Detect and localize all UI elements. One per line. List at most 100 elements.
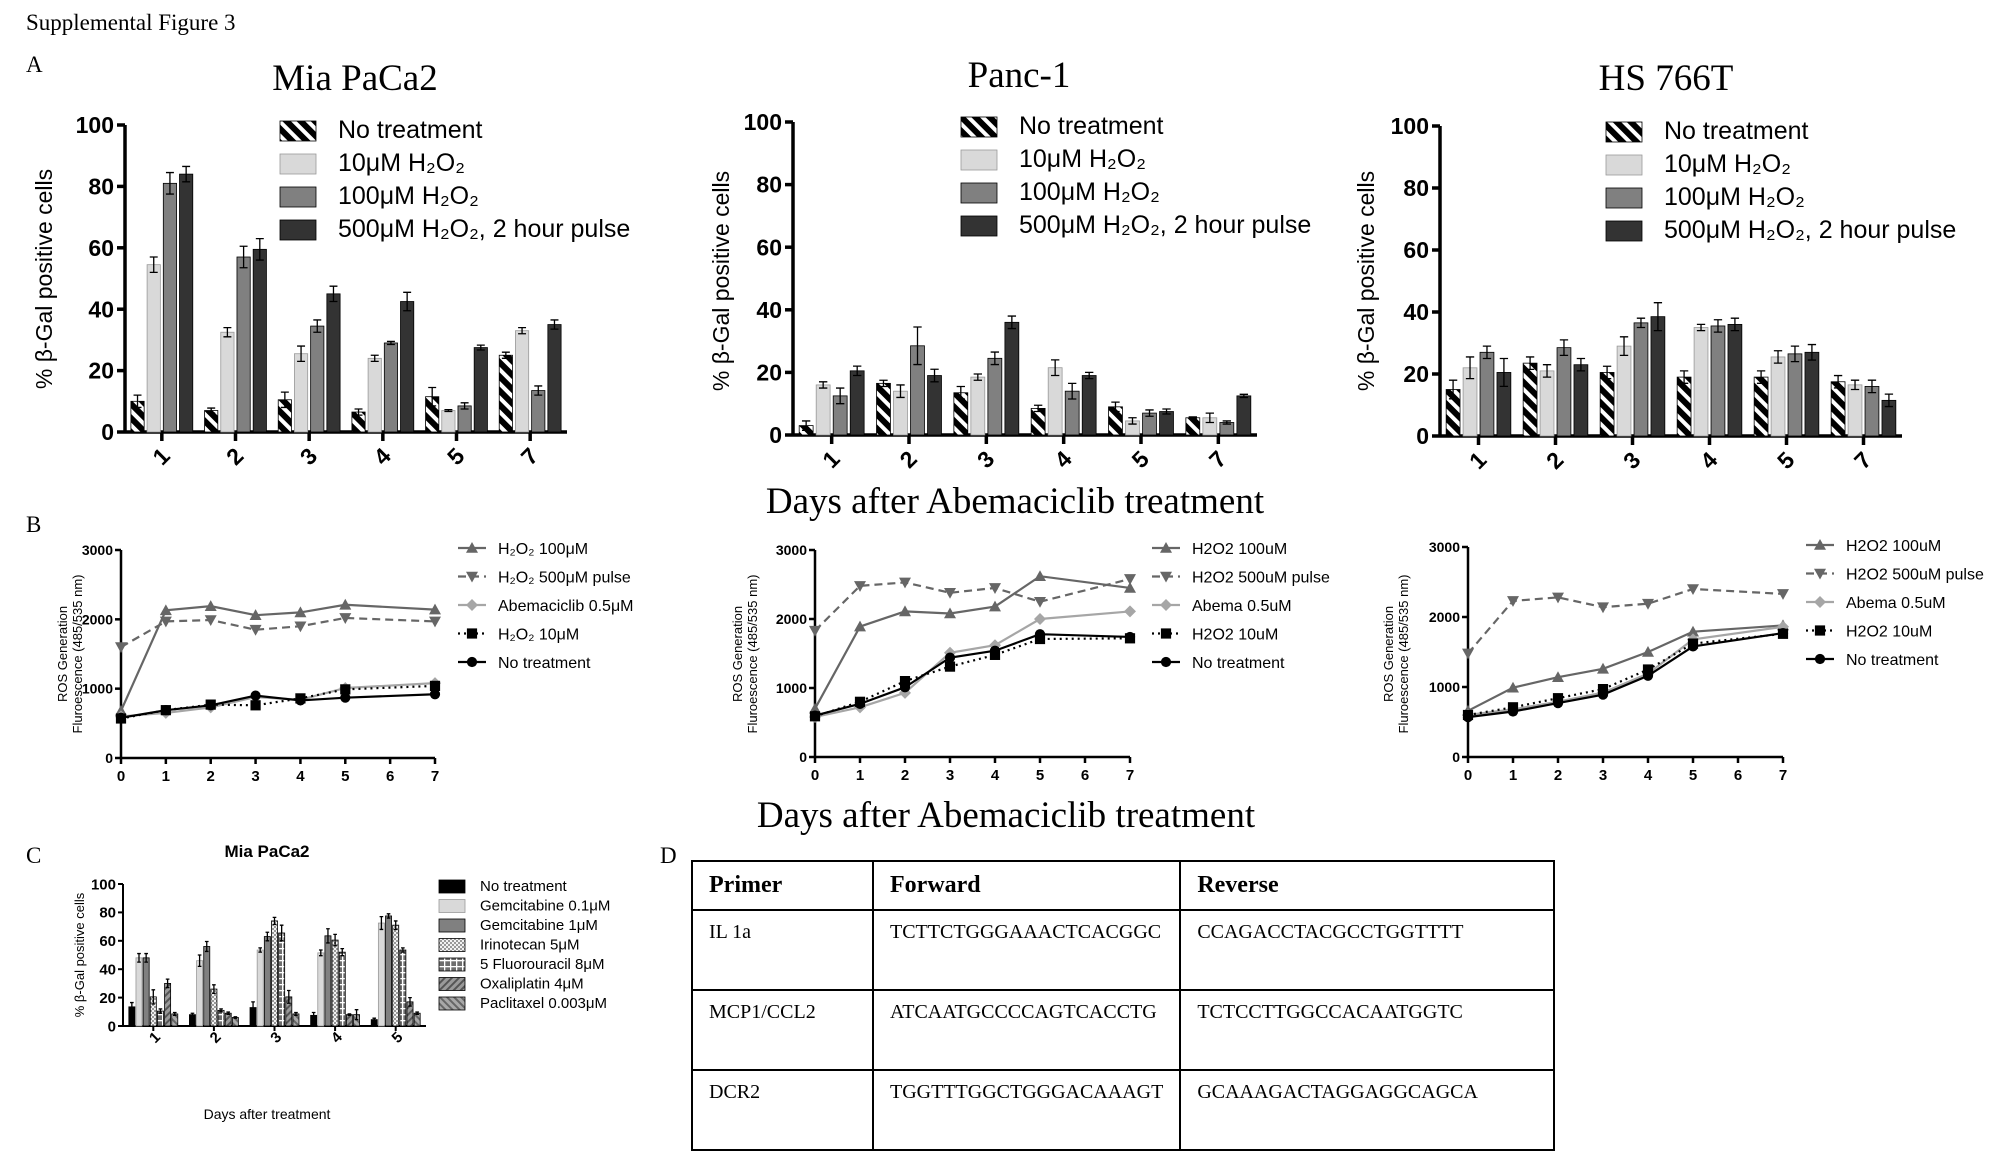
bar bbox=[377, 922, 385, 1027]
error-bar bbox=[501, 351, 510, 359]
error-bar bbox=[151, 989, 156, 1005]
legend-swatch bbox=[279, 120, 317, 142]
chart-title: Mia PaCa2 bbox=[224, 842, 309, 861]
marker-square bbox=[1597, 684, 1609, 695]
marker-circle bbox=[160, 705, 171, 716]
bar bbox=[383, 342, 398, 433]
error-bar bbox=[354, 408, 363, 416]
x-tick-label: 5 bbox=[1036, 767, 1044, 784]
bar-chart-a2: Panc-1 % β-Gal positive cells 0 20 40 60 80 100… bbox=[708, 55, 1311, 473]
legend-swatch bbox=[438, 899, 466, 913]
y-axis-label: % β-Gal positive cells bbox=[1353, 171, 1379, 391]
y-tick-label: 0 bbox=[105, 750, 113, 766]
marker-diamond bbox=[1034, 613, 1046, 625]
legend-label: 500μM H₂O₂, 2 hour pulse bbox=[338, 215, 630, 243]
error-bar bbox=[190, 1012, 195, 1017]
error-bar bbox=[534, 385, 543, 396]
marker-triangle-up bbox=[294, 606, 307, 618]
error-bar bbox=[1850, 379, 1860, 391]
x-tick-label: 7 bbox=[1204, 446, 1231, 473]
y-tick-label: 3000 bbox=[776, 542, 807, 558]
marker-diamond bbox=[1160, 599, 1172, 611]
y-tick-label: 0 bbox=[769, 422, 782, 448]
bar bbox=[927, 375, 942, 436]
marker-triangle-down bbox=[944, 587, 956, 599]
marker-triangle-down bbox=[115, 642, 127, 654]
legend-label: Paclitaxel 0.003μM bbox=[480, 995, 607, 1012]
marker-triangle-up bbox=[944, 607, 956, 619]
error-bar bbox=[313, 319, 322, 333]
error-bar bbox=[550, 319, 559, 330]
reverse-sequence: CCAGACCTACGCCTGGTTTT bbox=[1179, 909, 1555, 991]
y-tick-label: 40 bbox=[756, 297, 782, 323]
error-bar bbox=[1833, 374, 1843, 389]
y-tick-label: 40 bbox=[99, 961, 116, 978]
x-tick-label: 3 bbox=[295, 443, 322, 470]
x-tick-label: 5 bbox=[1689, 767, 1697, 784]
marker-triangle-up bbox=[429, 603, 441, 615]
y-axis-label-line: Fluroescence (485/535 nm) bbox=[1396, 575, 1411, 734]
y-tick-label: 1000 bbox=[82, 681, 113, 697]
x-tick-label: 7 bbox=[516, 443, 543, 470]
error-bar bbox=[1619, 336, 1629, 357]
x-tick-label: 5 bbox=[442, 442, 470, 470]
marker-triangle-up bbox=[159, 604, 172, 616]
error-bar bbox=[1499, 357, 1509, 388]
marker-circle bbox=[115, 712, 127, 723]
bar bbox=[236, 256, 251, 433]
bar bbox=[400, 301, 415, 433]
error-bar bbox=[1145, 409, 1154, 417]
error-bar bbox=[333, 933, 337, 947]
marker-circle bbox=[854, 698, 866, 709]
error-bar bbox=[1773, 350, 1783, 364]
bar bbox=[317, 952, 325, 1027]
y-tick-label: 20 bbox=[88, 358, 114, 384]
marker-triangle-down bbox=[854, 581, 866, 592]
error-bar bbox=[1128, 417, 1137, 425]
primer-name: MCP1/CCL2 bbox=[691, 989, 874, 1071]
error-bar bbox=[326, 928, 330, 944]
table-row: MCP1/CCL2 ATCAATGCCCCAGTCACCTG TCTCCTTGG… bbox=[691, 989, 1555, 1071]
error-bar bbox=[272, 916, 277, 926]
bar bbox=[473, 347, 488, 433]
x-tick-label: 4 bbox=[328, 1028, 346, 1046]
bar bbox=[392, 924, 400, 1027]
error-bar bbox=[930, 368, 939, 383]
bar bbox=[457, 405, 472, 433]
x-tick-label: 5 bbox=[1127, 445, 1155, 473]
error-bar bbox=[233, 1016, 238, 1019]
bar bbox=[217, 1009, 225, 1027]
marker-triangle-down bbox=[249, 624, 262, 636]
y-tick-label: 1000 bbox=[1429, 679, 1460, 695]
x-tick-label: 1 bbox=[162, 768, 170, 785]
marker-triangle-down bbox=[1552, 592, 1564, 604]
marker-circle bbox=[1552, 698, 1564, 709]
error-bar bbox=[1653, 302, 1663, 332]
marker-triangle-down bbox=[899, 577, 911, 589]
marker-triangle-down bbox=[1777, 589, 1789, 600]
bar bbox=[1633, 322, 1649, 437]
marker-diamond bbox=[1124, 605, 1136, 618]
marker-triangle-down bbox=[809, 625, 821, 637]
y-axis-label: ROS Generation Fluroescence (485/535 nm) bbox=[730, 575, 760, 734]
panel-label-c: C bbox=[26, 843, 42, 868]
legend-label: H2O2 100uM bbox=[1192, 541, 1287, 558]
y-tick-label: 0 bbox=[101, 419, 114, 445]
x-tick-label: 2 bbox=[901, 767, 909, 784]
primer-name: IL 1a bbox=[691, 909, 874, 991]
bar bbox=[1727, 323, 1743, 437]
legend-swatch bbox=[1605, 220, 1643, 242]
error-bar bbox=[294, 1011, 298, 1016]
x-tick-label: 1 bbox=[817, 445, 845, 473]
bar-chart-a3: HS 766T % β-Gal positive cells 0 20 40 60 80 10… bbox=[1353, 58, 1956, 474]
marker-triangle-down bbox=[1462, 648, 1474, 660]
x-tick-label: 3 bbox=[1599, 767, 1607, 784]
legend-label: No treatment bbox=[338, 116, 483, 144]
marker-triangle-up bbox=[1597, 662, 1609, 674]
x-tick-label: 0 bbox=[811, 767, 819, 784]
bar bbox=[1479, 351, 1495, 437]
legend-swatch bbox=[438, 977, 466, 991]
bar bbox=[1710, 325, 1726, 437]
forward-sequence: TCTTCTGGGAAACTCACGGC bbox=[871, 909, 1182, 991]
y-tick-label: 3000 bbox=[82, 542, 113, 558]
